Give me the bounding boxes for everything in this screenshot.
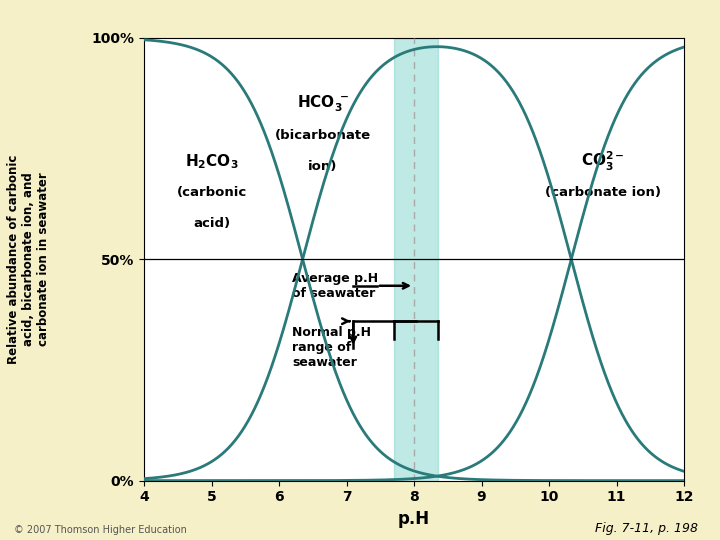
X-axis label: p.H: p.H: [398, 510, 430, 528]
Text: ion): ion): [308, 160, 338, 173]
Text: $\mathbf{H_2CO_3}$: $\mathbf{H_2CO_3}$: [185, 152, 238, 171]
Text: $\mathbf{HCO_3^{\ -}}$: $\mathbf{HCO_3^{\ -}}$: [297, 94, 349, 114]
Text: (bicarbonate: (bicarbonate: [275, 129, 371, 141]
Text: Fig. 7-11, p. 198: Fig. 7-11, p. 198: [595, 522, 698, 535]
Bar: [394, 38, 438, 481]
Text: (carbonic: (carbonic: [176, 186, 247, 199]
Text: Average p.H
of seawater: Average p.H of seawater: [292, 272, 379, 300]
Text: acid): acid): [193, 217, 230, 230]
Text: © 2007 Thomson Higher Education: © 2007 Thomson Higher Education: [14, 524, 187, 535]
Text: (carbonate ion): (carbonate ion): [545, 186, 661, 199]
Text: Normal p.H
range of
seawater: Normal p.H range of seawater: [292, 326, 372, 369]
Text: Relative abundance of carbonic
acid, bicarbonate ion, and
carbonate ion in seawa: Relative abundance of carbonic acid, bic…: [7, 154, 50, 364]
Text: $\mathbf{CO_3^{2-}}$: $\mathbf{CO_3^{2-}}$: [581, 150, 625, 173]
